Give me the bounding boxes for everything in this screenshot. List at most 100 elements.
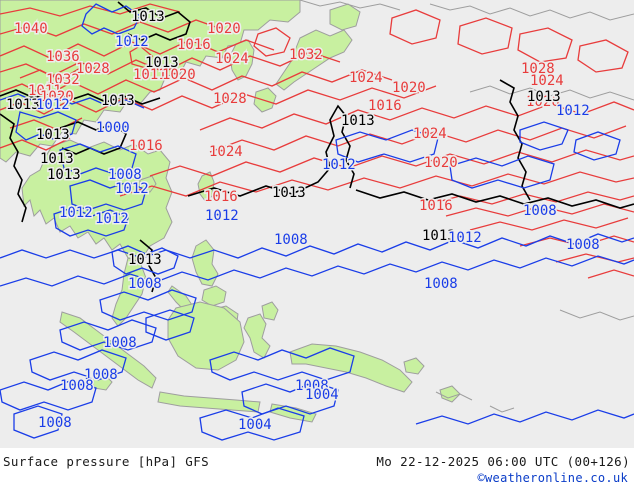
isobar-label-halo: 1013 — [128, 252, 162, 268]
isobar-label-halo: 1012 — [322, 157, 356, 173]
isobar-label: 1040 — [14, 21, 48, 37]
isobar-label: 1020 — [162, 67, 196, 83]
isobar-label-halo: 1024 — [215, 51, 249, 67]
isobar-label: 1024 — [413, 126, 447, 142]
isobar-label: 1020 — [526, 94, 560, 110]
isobar-label: 1020 — [424, 155, 458, 171]
isobar-label-halo: 1008 — [523, 203, 557, 219]
isobar-label-halo: 1013 — [341, 113, 375, 129]
isobar-label-halo: 1032 — [46, 72, 80, 88]
isobars-low — [0, 3, 634, 441]
isobar-label-halo: 1020 — [162, 67, 196, 83]
isobar-label-halo: 1020 — [40, 89, 74, 105]
isobar-label: 1016 — [368, 98, 402, 114]
land-visayas — [201, 285, 227, 307]
isobar-label: 1020 — [207, 21, 241, 37]
isobar-label: 1013 — [341, 113, 375, 129]
footer-timestamp: Mo 22-12-2025 06:00 UTC (00+126) — [376, 454, 630, 469]
isobar-label: 1011 — [133, 67, 167, 83]
isobar-label-halo: 1024 — [349, 70, 383, 86]
isobar-label-halo: 1028 — [521, 61, 555, 77]
isobar-label-halo: 1012 — [36, 97, 70, 113]
isobar-label-halo: 1013 — [527, 89, 561, 105]
isobar-label-halo: 1012 — [205, 208, 239, 224]
isobar-label: 1013 — [422, 228, 456, 244]
isobar-label-halo: 1012 — [448, 230, 482, 246]
isobar-label-halo: 1012 — [59, 205, 93, 221]
isobar-1013-line — [0, 1, 634, 293]
land-malay-peninsula — [111, 257, 147, 327]
isobar-label: 1012 — [448, 230, 482, 246]
isobar-label: 1008 — [523, 203, 557, 219]
isobar-label: 1013 — [527, 89, 561, 105]
isobar-label-halo: 1013 — [422, 228, 456, 244]
isobar-label-halo: 1004 — [305, 387, 339, 403]
isobar-label-halo: 1012 — [115, 181, 149, 197]
isobar-label-halo: 1020 — [424, 155, 458, 171]
isobar-label: 1016 — [129, 138, 163, 154]
isobar-label-halo: 1016 — [204, 189, 238, 205]
land-borneo — [167, 301, 245, 371]
isobar-label: 1008 — [295, 378, 329, 394]
isobar-label: 1020 — [40, 89, 74, 105]
land-halmahera — [261, 301, 279, 321]
isobar-label-halo: 1032 — [289, 47, 323, 63]
isobar-label: 1008 — [60, 378, 94, 394]
land-solomon-small — [439, 385, 461, 403]
isobar-label: 1013 — [145, 55, 179, 71]
isobar-label: 1008 — [38, 415, 72, 431]
isobar-label-halo: 1008 — [274, 232, 308, 248]
land-indochina — [21, 139, 173, 263]
footer-title: Surface pressure [hPa] GFS — [3, 454, 210, 469]
surface-pressure-map[interactable]: 1040 1040 1013 1013 1020 1020 1036 1036 1016 1016… — [0, 0, 634, 448]
isobar-label: 1013 — [128, 252, 162, 268]
isobar-label-halo: 1008 — [60, 378, 94, 394]
isobar-labels: 1040104010131013102010201036103610161016… — [5, 8, 602, 435]
isobar-label-halo: 1008 — [128, 276, 162, 292]
isobar-label-halo: 1020 — [526, 94, 560, 110]
land-bismarck — [403, 357, 425, 375]
isobar-label: 1012 — [36, 97, 70, 113]
isobar-label-halo: 1012 — [115, 34, 149, 50]
isobar-label-halo: 1040 — [14, 21, 48, 37]
isobar-label: 1013 — [6, 97, 40, 113]
isobar-label-halo: 1016 — [177, 37, 211, 53]
isobar-label-halo: 1013 — [36, 127, 70, 143]
isobar-label-halo: 1008 — [295, 378, 329, 394]
map-footer: Surface pressure [hPa] GFS Mo 22-12-2025… — [0, 448, 634, 490]
isobar-label: 1011 — [28, 83, 62, 99]
isobar-label-halo: 1016 — [419, 198, 453, 214]
isobar-label: 1016 — [177, 37, 211, 53]
isobar-label: 1032 — [46, 72, 80, 88]
isobar-label-halo: 1020 — [207, 21, 241, 37]
isobar-label-halo: 1013 — [131, 9, 165, 25]
isobar-label-halo: 1013 — [145, 55, 179, 71]
isobar-label: 1020 — [392, 80, 426, 96]
isobar-label: 1012 — [115, 34, 149, 50]
isobar-label: 1028 — [213, 91, 247, 107]
isobar-label: 1008 — [424, 276, 458, 292]
isobar-label-halo: 1000 — [96, 120, 130, 136]
isobar-label: 1024 — [349, 70, 383, 86]
isobar-label-halo: 1024 — [209, 144, 243, 160]
isobar-label-halo: 1036 — [46, 49, 80, 65]
isobar-label: 1028 — [521, 61, 555, 77]
isobar-label: 1013 — [40, 151, 74, 167]
isobar-label-halo: 1008 — [103, 335, 137, 351]
isobar-label: 1013 — [47, 167, 81, 183]
isobar-label-halo: 1020 — [392, 80, 426, 96]
isobar-label-halo: 1008 — [108, 167, 142, 183]
isobar-label-halo: 1013 — [40, 151, 74, 167]
map-canvas: 1040104010131013102010201036103610161016… — [0, 0, 634, 441]
isobar-label-halo: 1024 — [530, 73, 564, 89]
isobar-label-halo: 1012 — [95, 211, 129, 227]
isobar-label: 1008 — [566, 237, 600, 253]
isobar-label: 1013 — [272, 185, 306, 201]
land-taiwan — [197, 171, 215, 203]
isobar-label-halo: 1016 — [368, 98, 402, 114]
isobar-label: 1016 — [419, 198, 453, 214]
isobar-label-halo: 1016 — [129, 138, 163, 154]
isobar-label: 1013 — [36, 127, 70, 143]
coastline-detail — [299, 0, 634, 413]
